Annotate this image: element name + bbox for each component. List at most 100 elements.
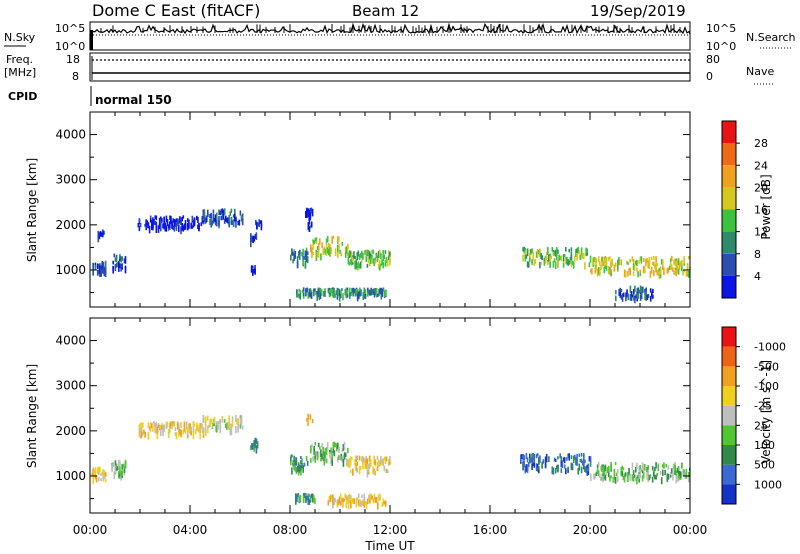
y-tick-label: 2000 [55,424,86,438]
echo-cell [596,468,599,474]
echo-cell [302,293,305,297]
echo-cell [337,499,340,506]
echo-cell [617,259,619,265]
echo-cell [345,496,348,501]
echo-cell [540,261,542,265]
echo-cell [676,259,679,266]
echo-cell [178,423,180,430]
echo-cell [99,231,102,237]
echo-cell [376,455,379,460]
echo-cell [382,498,385,506]
echo-cell [577,246,579,254]
echo-cell [182,429,185,435]
echo-cell [656,269,658,276]
echo-cell [653,471,655,477]
echo-cell [343,452,346,460]
echo-cell [303,256,306,260]
echo-cell [608,266,610,275]
echo-cell [184,428,187,434]
echo-cell [357,493,360,499]
echo-cell [621,465,624,470]
echo-cell [589,456,592,464]
echo-cell [347,460,350,468]
echo-cell [533,456,536,463]
echo-cell [382,250,384,258]
echo-cell [153,219,155,225]
echo-cell [104,272,107,277]
echo-cell [589,463,592,467]
echo-cell [163,216,165,224]
echo-cell [218,420,220,424]
echo-cell [591,268,593,275]
echo-cell [531,261,533,265]
echo-cell [636,296,638,302]
echo-cell [214,220,217,226]
echo-cell [637,291,640,299]
echo-cell [636,259,638,267]
echo-cell [626,260,628,265]
echo-cell [241,219,244,225]
echo-cell [349,259,352,265]
echo-cell [558,254,560,261]
echo-cell [295,497,297,505]
echo-cell [175,432,178,440]
echo-cell [538,467,540,474]
echo-cell [652,288,654,293]
echo-cell [359,290,361,297]
echo-cell [545,252,548,260]
echo-cell [374,459,377,466]
echo-cell [198,222,200,230]
echo-cell [641,475,644,482]
echo-cell [291,248,293,256]
echo-cell [330,456,332,464]
echo-cell [251,235,253,242]
y-tick-label: 2000 [55,218,86,232]
echo-cell [254,234,257,239]
echo-cell [600,465,602,471]
echo-cell [204,427,207,433]
echo-cell [372,288,375,292]
echo-cell [327,500,330,506]
echo-cell [332,494,334,503]
echo-cell [583,453,585,459]
echo-cell [642,267,645,274]
echo-cell [384,456,387,464]
echo-cell [674,465,676,469]
echo-cell [304,492,306,498]
echo-cell [167,225,170,231]
noise-sky-trace [89,22,691,50]
echo-cell [653,269,655,277]
echo-cell [187,427,189,433]
echo-cell [621,471,624,476]
echo-cell [204,416,207,425]
echo-cell [199,431,201,440]
x-tick-label: 16:00 [473,523,508,537]
echo-cell [603,266,606,274]
echo-cell [255,219,257,226]
echo-cell [346,287,349,292]
echo-cell [121,256,123,261]
echo-cell [137,223,140,228]
echo-cell [239,424,242,429]
echo-cell [258,219,260,228]
echo-cell [533,454,536,459]
echo-cell [566,256,568,265]
echo-cell [685,271,688,277]
echo-cell [580,458,583,463]
echo-cell [385,468,388,474]
echo-cell [637,271,639,278]
echo-cell [373,258,375,266]
echo-cell [341,448,344,453]
echo-cell [342,501,344,509]
echo-cell [338,236,340,242]
colorbar-tick-label: -1000 [754,341,786,354]
echo-cell [653,476,655,481]
echo-cell [260,223,263,231]
echo-cell [639,285,642,293]
echo-cell [359,288,361,292]
echo-cell [339,501,342,506]
echo-cell [629,476,631,481]
echo-cell [320,289,323,297]
colorbar-swatch [722,231,736,254]
echo-cell [389,251,391,257]
